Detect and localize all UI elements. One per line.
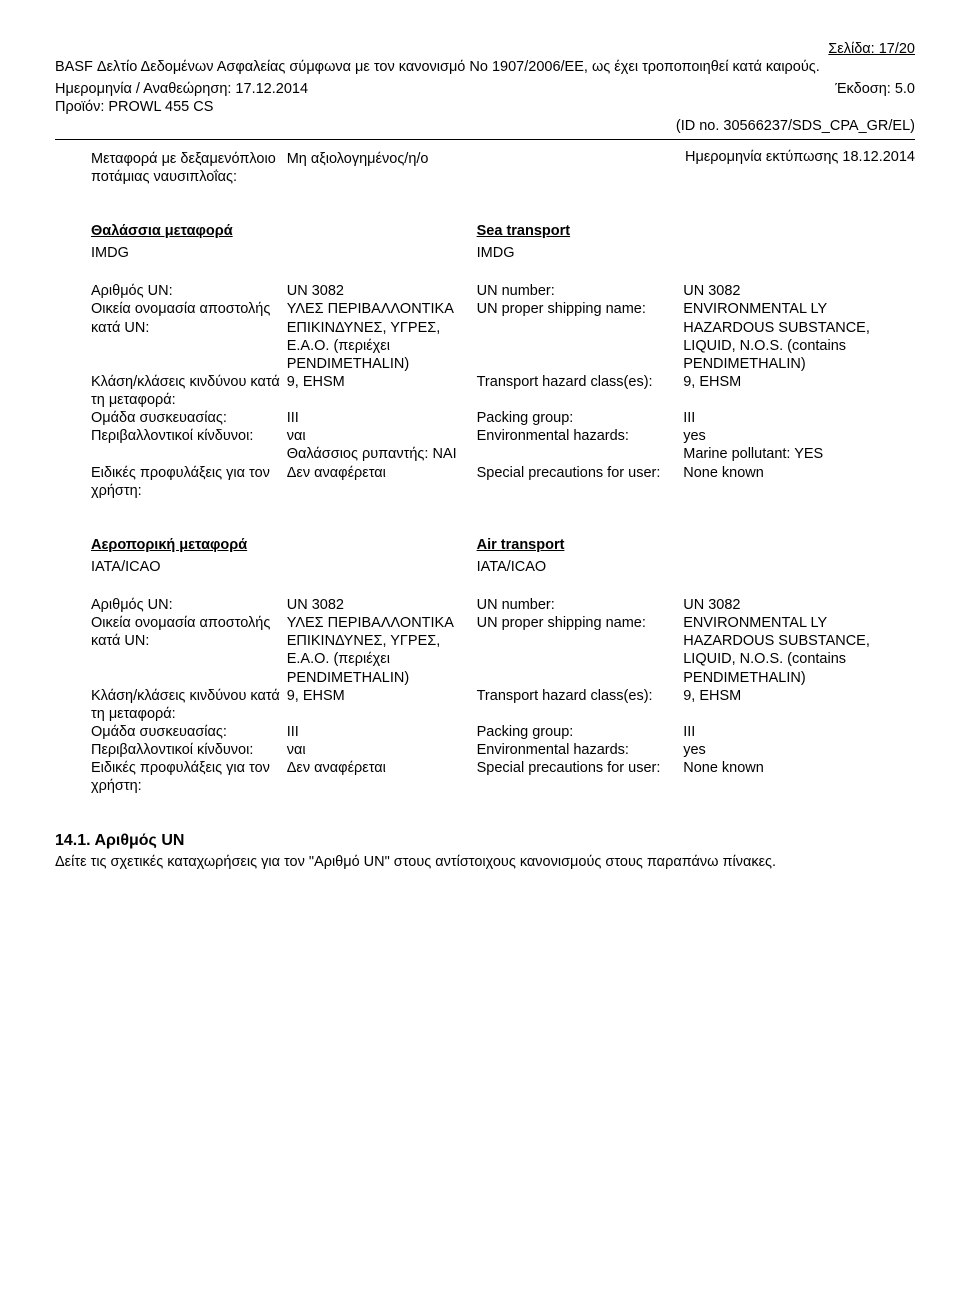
sds-title: BASF Δελτίο Δεδομένων Ασφαλείας σύμφωνα …	[55, 58, 915, 76]
transport-label-gr: Ειδικές προφυλάξεις για τον χρήστη:	[91, 759, 281, 795]
sea-transport-gr-title: Θαλάσσια μεταφορά	[91, 222, 281, 240]
section-14-1-text: Δείτε τις σχετικές καταχωρήσεις για τον …	[55, 853, 915, 871]
transport-label-gr: Κλάση/κλάσεις κινδύνου κατά τη μεταφορά:	[91, 687, 281, 723]
inland-tanker-value: Μη αξιολογημένος/η/ο	[287, 150, 477, 186]
transport-value-gr: Δεν αναφέρεται	[287, 464, 477, 500]
transport-value-en: UN 3082	[683, 596, 915, 614]
page-number: Σελίδα: 17/20	[55, 40, 915, 58]
transport-label-en: UN number:	[477, 282, 684, 300]
transport-label-gr: Αριθμός UN:	[91, 596, 281, 614]
transport-value-gr: 9, EHSM	[287, 373, 477, 409]
transport-label-gr: Οικεία ονομασία αποστολής κατά UN:	[91, 300, 281, 336]
transport-label-en: Environmental hazards:	[477, 741, 684, 759]
transport-label-en: Special precautions for user:	[477, 759, 684, 795]
id-number: (ID no. 30566237/SDS_CPA_GR/EL)	[55, 117, 915, 135]
product-name: Προϊόν: PROWL 455 CS	[55, 98, 915, 116]
transport-value-en: None known	[683, 464, 915, 500]
transport-label-en: UN proper shipping name:	[477, 614, 684, 687]
transport-value-gr: III	[287, 723, 477, 741]
sea-imdg-en: IMDG	[477, 244, 678, 262]
transport-label-en: Special precautions for user:	[477, 464, 684, 500]
transport-value-gr: ΥΛΕΣ ΠΕΡΙΒΑΛΛΟΝΤΙΚΑ ΕΠΙΚΙΝΔΥΝΕΣ, ΥΓΡΕΣ, …	[287, 300, 477, 373]
transport-value-en: None known	[683, 759, 915, 795]
inland-tanker-label: Μεταφορά με δεξαμενόπλοιο ποτάμιας ναυσι…	[91, 150, 281, 186]
transport-value-en: III	[683, 409, 915, 427]
transport-value-gr: 9, EHSM	[287, 687, 477, 723]
transport-value-gr: ναι Θαλάσσιος ρυπαντής: ΝΑΙ	[287, 427, 477, 463]
air-transport-en-title: Air transport	[477, 536, 678, 554]
transport-value-en: III	[683, 723, 915, 741]
version: Έκδοση: 5.0	[835, 80, 915, 98]
transport-label-gr: Περιβαλλοντικοί κίνδυνοι:	[91, 427, 281, 445]
transport-value-gr: Δεν αναφέρεται	[287, 759, 477, 795]
transport-label-gr: Ομάδα συσκευασίας:	[91, 723, 281, 741]
transport-value-gr: UN 3082	[287, 282, 477, 300]
air-transport-gr-title: Αεροπορική μεταφορά	[91, 536, 281, 554]
transport-label-en: Transport hazard class(es):	[477, 687, 684, 723]
transport-value-en: 9, EHSM	[683, 373, 915, 409]
revision-date: Ημερομηνία / Αναθεώρηση: 17.12.2014	[55, 80, 308, 98]
transport-label-en: Transport hazard class(es):	[477, 373, 684, 409]
transport-value-gr: UN 3082	[287, 596, 477, 614]
transport-value-en: UN 3082	[683, 282, 915, 300]
transport-value-gr: III	[287, 409, 477, 427]
transport-label-gr: Κλάση/κλάσεις κινδύνου κατά τη μεταφορά:	[91, 373, 281, 409]
transport-value-gr: ΥΛΕΣ ΠΕΡΙΒΑΛΛΟΝΤΙΚΑ ΕΠΙΚΙΝΔΥΝΕΣ, ΥΓΡΕΣ, …	[287, 614, 477, 687]
transport-label-gr: Ομάδα συσκευασίας:	[91, 409, 281, 427]
transport-value-en: ENVIRONMENTAL LY HAZARDOUS SUBSTANCE, LI…	[683, 614, 915, 687]
transport-value-en: yes Marine pollutant: YES	[683, 427, 915, 463]
air-transport-table: Αριθμός UN: UN 3082UN number:UN 3082 Οικεί…	[55, 596, 915, 795]
transport-label-gr: Οικεία ονομασία αποστολής κατά UN:	[91, 614, 281, 650]
transport-label-en: Environmental hazards:	[477, 427, 684, 463]
transport-value-en: ENVIRONMENTAL LY HAZARDOUS SUBSTANCE, LI…	[683, 300, 915, 373]
air-iata-gr: IATA/ICAO	[91, 558, 281, 576]
transport-value-en: yes	[683, 741, 915, 759]
transport-value-en: 9, EHSM	[683, 687, 915, 723]
transport-value-gr: ναι	[287, 741, 477, 759]
transport-label-en: UN proper shipping name:	[477, 300, 684, 373]
transport-label-en: UN number:	[477, 596, 684, 614]
transport-label-gr: Ειδικές προφυλάξεις για τον χρήστη:	[91, 464, 281, 500]
section-14-1-heading: 14.1. Αριθμός UN	[55, 831, 915, 851]
sea-transport-table: Αριθμός UN: UN 3082UN number:UN 3082 Οικεί…	[55, 282, 915, 500]
transport-label-en: Packing group:	[477, 723, 684, 741]
header-divider	[55, 139, 915, 140]
transport-label-gr: Αριθμός UN:	[91, 282, 281, 300]
air-iata-en: IATA/ICAO	[477, 558, 678, 576]
sea-imdg-gr: IMDG	[91, 244, 281, 262]
sea-transport-en-title: Sea transport	[477, 222, 678, 240]
transport-label-gr: Περιβαλλοντικοί κίνδυνοι:	[91, 741, 281, 759]
transport-label-en: Packing group:	[477, 409, 684, 427]
